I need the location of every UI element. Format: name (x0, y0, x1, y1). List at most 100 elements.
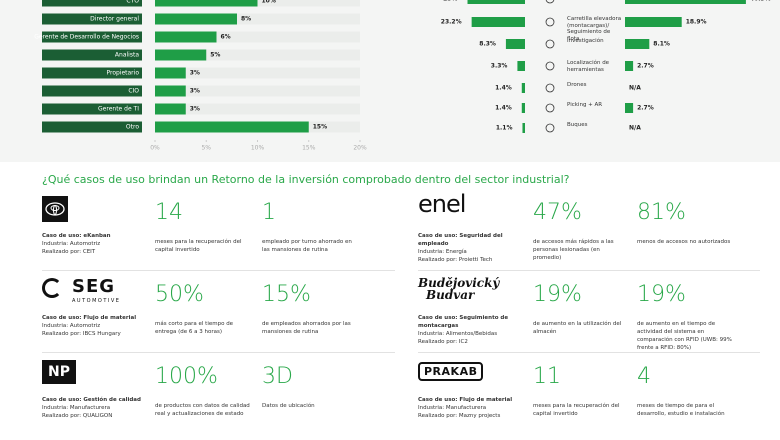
value-label: 8% (241, 16, 251, 23)
bar (155, 67, 186, 79)
row-label: Drones (567, 82, 587, 88)
logo-text: AUTOMOTIVE (72, 298, 121, 304)
case-card: Budějovický Budvar Caso de uso: Seguimient… (418, 276, 760, 358)
industry: Industria: Manufacturera (418, 405, 487, 411)
value-label: 2.7% (637, 105, 654, 112)
stat-text: de aumento en la utilización del almacén (533, 321, 622, 335)
logo-text: SEG (72, 276, 116, 297)
logo-text: enel (418, 190, 466, 218)
separator (42, 270, 395, 271)
y-tick-label: CIO (128, 88, 139, 95)
label-box (42, 121, 142, 133)
value-label: 10% (262, 0, 276, 5)
provider: Realizado por: IBCS Hungary (42, 331, 121, 337)
icon (545, 83, 555, 93)
y-tick-label: Director general (90, 16, 139, 23)
label-box (42, 0, 142, 7)
stat-value: 47% (533, 200, 582, 225)
case-card: SEG AUTOMOTIVE Caso de uso: Flujo de mater… (42, 276, 395, 358)
x-tick-label: 15% (302, 145, 316, 152)
value-label: 6% (221, 34, 231, 41)
stat-text: Datos de ubicación (262, 403, 315, 409)
use-case: Caso de uso: Flujo de material (418, 397, 513, 403)
bar-right (625, 17, 682, 27)
stat-value: 100% (155, 364, 218, 389)
bar-left (471, 17, 525, 27)
x-tick-label: 0% (150, 145, 160, 152)
label-box (42, 103, 142, 115)
label-box (42, 49, 142, 61)
value-label: 1.1% (496, 125, 513, 132)
stat-value: 3D (262, 364, 293, 389)
logo-text: Budvar (426, 288, 475, 302)
stat-text: de empleados ahorrados por las mansiones… (262, 321, 351, 335)
row-label: Picking + AR (567, 102, 603, 108)
logo: SEG AUTOMOTIVE (42, 276, 122, 308)
bar (155, 31, 217, 43)
provider: Realizado por: Proietti Tech (418, 257, 493, 263)
value-label: 8.3% (479, 41, 496, 48)
bar-right (625, 61, 634, 71)
value-label: 15% (313, 124, 327, 131)
stat-text: más corto para el tiempo de entrega (de … (155, 321, 234, 335)
label-box (42, 67, 142, 79)
y-tick-label: Analista (115, 52, 139, 59)
stat-value: 4 (637, 364, 651, 389)
stat-value: 15% (262, 282, 311, 307)
logo (42, 196, 122, 226)
y-tick-label: Gerente de Desarrollo de Negocios (34, 34, 139, 41)
bar-left (521, 103, 525, 113)
logo-text: PRAKAB (418, 362, 484, 381)
icon (545, 17, 555, 27)
value-label: 8.1% (653, 41, 670, 48)
case-card: enel Caso de uso: Seguridad del empleado I… (418, 190, 760, 276)
provider: Realizado por: QUALIGON (42, 413, 113, 419)
stat-value: 11 (533, 364, 561, 389)
provider: Realizado por: CEIT (42, 249, 96, 255)
bar-track (155, 13, 360, 25)
case-info: Caso de uso: Gestión de calidad Industria… (42, 396, 142, 420)
y-tick-label: Propietario (106, 70, 139, 77)
logo: PRAKAB (418, 360, 498, 390)
value-label: 3% (190, 106, 200, 113)
icon (545, 103, 555, 113)
stat-value: 81% (637, 200, 686, 225)
label-box (42, 31, 142, 43)
bar (155, 85, 186, 97)
bar-right (625, 103, 634, 113)
bar-left (467, 0, 525, 4)
bar-left (505, 39, 525, 49)
stat-text: meses para la recuperación del capital i… (533, 403, 620, 417)
row-label: Investigación (567, 38, 604, 44)
separator (418, 352, 760, 353)
logo-text: Budějovický (418, 276, 500, 290)
industry: Industria: Alimentos/Bebidas (418, 331, 498, 337)
bar-left (522, 123, 525, 133)
value-label: 1.4% (495, 85, 512, 92)
case-info: Caso de uso: Seguimiento de montacargas I… (418, 314, 518, 346)
case-info: Caso de uso: Seguridad del empleado Indus… (418, 232, 518, 264)
case-info: Caso de uso: Flujo de material Industria:… (42, 314, 142, 338)
industry: Industria: Manufacturera (42, 405, 111, 411)
bar-right (625, 39, 650, 49)
stat-text: menos de accesos no autorizados (637, 239, 731, 245)
stat-value: 19% (637, 282, 686, 307)
y-tick-label: Otro (126, 124, 139, 131)
bar-track (155, 49, 360, 61)
case-info: Caso de uso: Flujo de material Industria:… (418, 396, 518, 420)
toyota-logo (42, 196, 68, 222)
bar-track (155, 31, 360, 43)
label-box (42, 13, 142, 25)
use-case: Caso de uso: Seguridad del empleado (418, 233, 503, 247)
industry: Industria: Automotriz (42, 323, 101, 329)
use-case: Caso de uso: Gestión de calidad (42, 397, 141, 403)
x-tick-label: 20% (353, 145, 367, 152)
value-label: 1.4% (495, 105, 512, 112)
logo: NP (42, 360, 122, 390)
value-label: 3% (190, 70, 200, 77)
bar (155, 0, 258, 7)
logo-mark (42, 278, 62, 298)
bar-track (155, 103, 360, 115)
x-tick-label: 10% (251, 145, 265, 152)
